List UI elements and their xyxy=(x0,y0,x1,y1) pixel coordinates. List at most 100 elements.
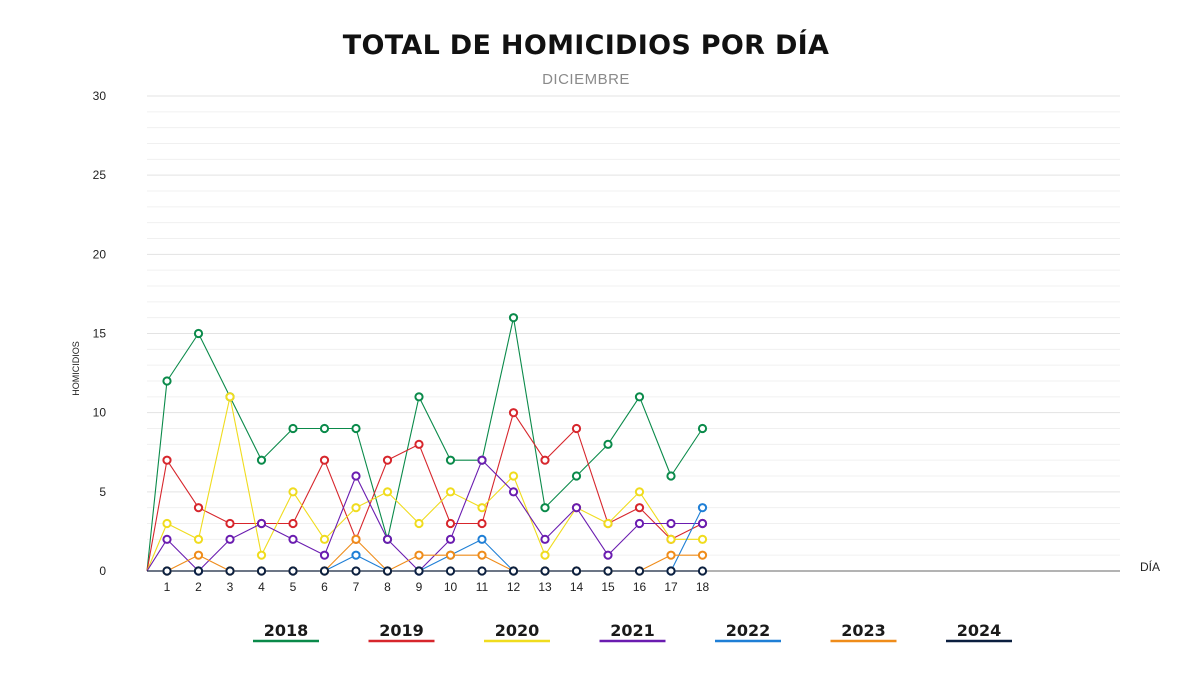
data-point-2021 xyxy=(351,471,361,481)
x-tick-label: 16 xyxy=(633,580,647,594)
data-point-2019 xyxy=(288,518,298,529)
data-point-2021 xyxy=(225,534,235,544)
data-point-2024 xyxy=(319,566,330,576)
x-tick-label: 6 xyxy=(321,580,328,594)
legend-label-2021: 2021 xyxy=(610,621,655,640)
legend: 2018 2019 2020 2021 2022 2023 2024 xyxy=(253,621,1012,643)
legend-label-2019: 2019 xyxy=(379,621,424,640)
x-tick-label: 5 xyxy=(290,580,297,594)
data-point-2024 xyxy=(288,566,298,576)
data-point-2024 xyxy=(634,566,645,576)
data-point-2018 xyxy=(634,392,645,402)
data-point-2019 xyxy=(445,518,456,529)
chart-subtitle: DICIEMBRE xyxy=(542,71,630,88)
data-point-2024 xyxy=(666,566,676,576)
data-point-2018 xyxy=(540,503,550,513)
x-tick-label: 18 xyxy=(696,580,710,594)
data-point-2021 xyxy=(634,518,645,529)
data-point-2024 xyxy=(571,566,582,576)
data-point-2024 xyxy=(351,566,361,576)
data-point-2024 xyxy=(508,566,519,576)
series-points xyxy=(162,313,708,576)
data-point-2018 xyxy=(193,328,204,339)
data-point-2022 xyxy=(477,534,487,544)
legend-label-2022: 2022 xyxy=(726,621,771,640)
data-point-2021 xyxy=(603,550,613,560)
data-point-2024 xyxy=(697,566,708,576)
data-point-2020 xyxy=(162,518,172,529)
data-point-2019 xyxy=(319,455,330,465)
x-tick-label: 12 xyxy=(507,580,521,594)
data-point-2018 xyxy=(351,423,361,434)
data-point-2021 xyxy=(571,503,582,513)
y-tick-label: 5 xyxy=(99,485,106,499)
data-point-2018 xyxy=(162,376,172,386)
data-point-2022 xyxy=(351,550,361,560)
data-point-2019 xyxy=(571,423,582,434)
data-point-2018 xyxy=(697,423,708,434)
series-line-2021 xyxy=(146,459,703,572)
data-point-2018 xyxy=(508,313,519,323)
data-point-2021 xyxy=(508,487,519,497)
data-point-2021 xyxy=(256,518,267,529)
y-tick-label: 25 xyxy=(93,168,107,182)
legend-label-2023: 2023 xyxy=(841,621,886,640)
data-point-2020 xyxy=(288,487,298,497)
data-point-2021 xyxy=(382,534,393,544)
data-point-2021 xyxy=(697,518,708,529)
x-axis-label: DÍA xyxy=(1140,559,1160,574)
data-point-2024 xyxy=(382,566,393,576)
data-point-2019 xyxy=(477,518,487,529)
data-point-2023 xyxy=(477,550,487,560)
data-point-2020 xyxy=(351,503,361,513)
data-point-2024 xyxy=(414,566,424,576)
data-point-2024 xyxy=(256,566,267,576)
data-point-2021 xyxy=(319,550,330,560)
data-point-2023 xyxy=(445,550,456,560)
chart-title: TOTAL DE HOMICIDIOS POR DÍA xyxy=(342,30,830,61)
gridlines xyxy=(147,95,1120,556)
data-point-2019 xyxy=(193,503,204,513)
data-point-2024 xyxy=(540,566,550,576)
data-point-2020 xyxy=(540,550,550,560)
data-point-2018 xyxy=(414,392,424,402)
data-point-2020 xyxy=(319,534,330,544)
data-point-2021 xyxy=(666,518,676,529)
y-tick-label: 30 xyxy=(93,89,107,103)
data-point-2019 xyxy=(162,455,172,465)
y-tick-label: 0 xyxy=(99,564,106,578)
data-point-2020 xyxy=(634,487,645,497)
data-point-2020 xyxy=(225,392,235,402)
data-point-2019 xyxy=(540,455,550,465)
x-tick-label: 11 xyxy=(476,580,489,594)
data-point-2024 xyxy=(477,566,487,576)
data-point-2023 xyxy=(414,550,424,560)
data-point-2023 xyxy=(193,550,204,560)
data-point-2019 xyxy=(414,439,424,449)
data-point-2023 xyxy=(666,550,676,560)
data-point-2020 xyxy=(697,534,708,544)
legend-label-2020: 2020 xyxy=(495,621,540,640)
x-tick-label: 7 xyxy=(353,580,360,594)
x-tick-label: 8 xyxy=(384,580,391,594)
data-point-2019 xyxy=(382,455,393,465)
data-point-2021 xyxy=(445,534,456,544)
x-axis-ticks: 1 2 3 4 5 6 7 8 9 10 11 12 13 14 15 16 17 18 xyxy=(164,580,710,594)
x-tick-label: 1 xyxy=(164,580,171,594)
data-point-2019 xyxy=(508,408,519,418)
y-tick-label: 10 xyxy=(93,406,107,420)
data-point-2020 xyxy=(666,534,676,544)
data-point-2021 xyxy=(288,534,298,544)
x-tick-label: 17 xyxy=(664,580,678,594)
data-point-2024 xyxy=(445,566,456,576)
data-point-2020 xyxy=(445,487,456,497)
data-point-2018 xyxy=(571,471,582,481)
data-point-2018 xyxy=(319,423,330,434)
data-point-2018 xyxy=(288,423,298,434)
y-axis-ticks: 0 5 10 15 20 25 30 xyxy=(93,89,107,578)
legend-label-2018: 2018 xyxy=(264,621,309,640)
x-tick-label: 15 xyxy=(601,580,615,594)
data-point-2020 xyxy=(414,518,424,529)
x-tick-label: 10 xyxy=(444,580,458,594)
